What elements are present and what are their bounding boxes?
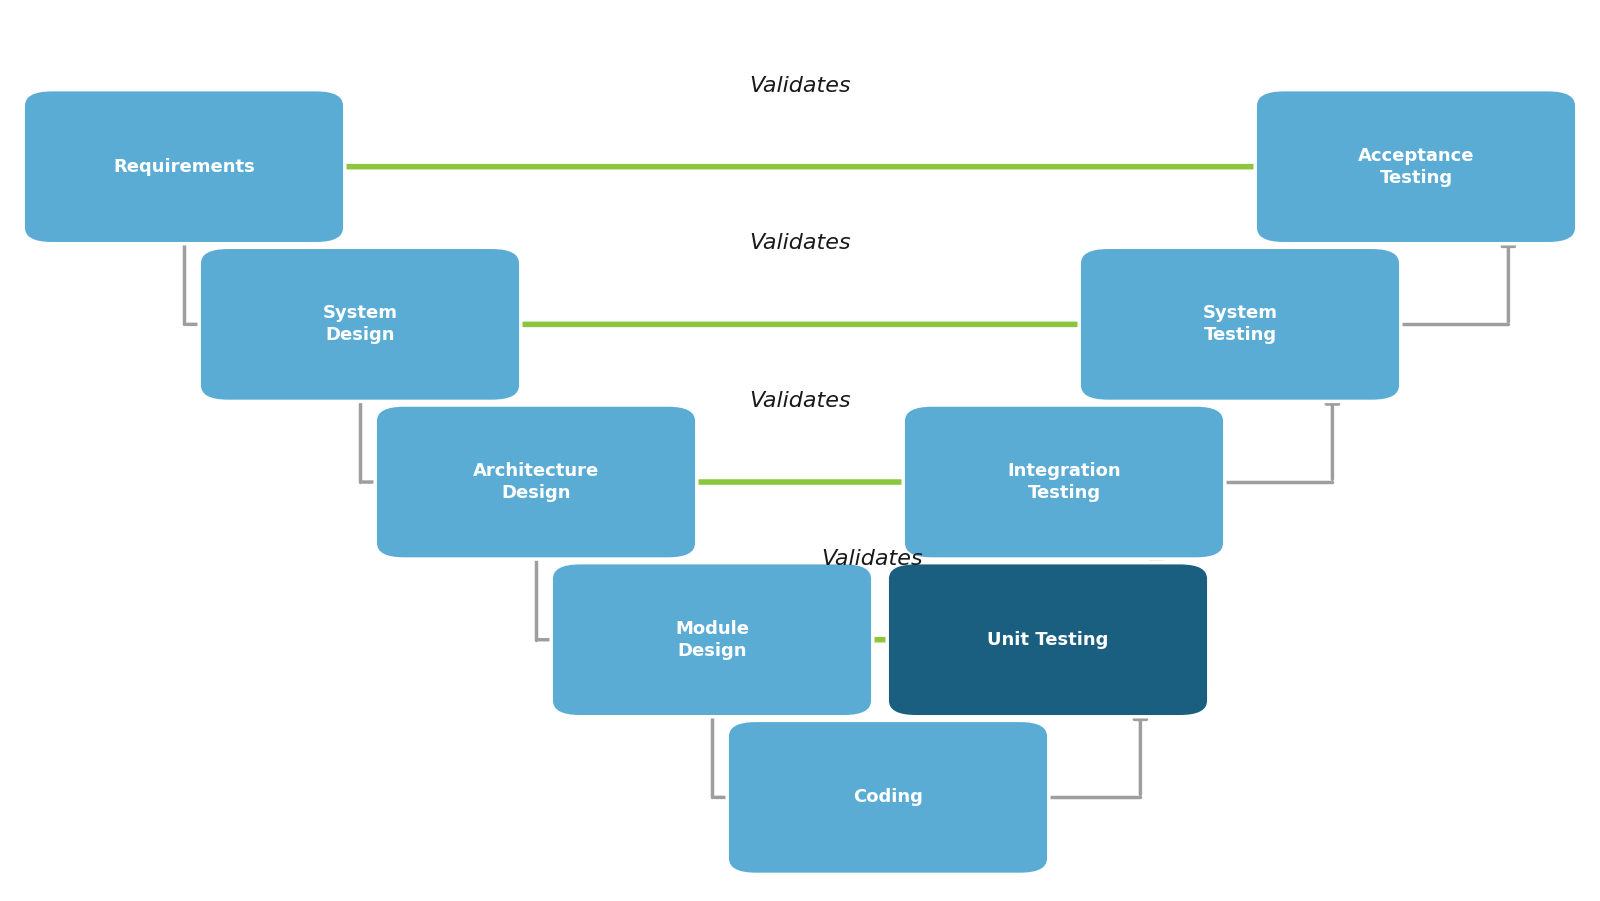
Text: Architecture
Design: Architecture Design xyxy=(474,462,598,502)
FancyBboxPatch shape xyxy=(550,562,874,717)
FancyBboxPatch shape xyxy=(200,247,522,402)
FancyBboxPatch shape xyxy=(726,721,1050,874)
Text: Validates: Validates xyxy=(749,233,851,253)
Text: Validates: Validates xyxy=(749,391,851,411)
Text: Acceptance
Testing: Acceptance Testing xyxy=(1358,147,1474,187)
Text: Integration
Testing: Integration Testing xyxy=(1006,462,1122,502)
FancyBboxPatch shape xyxy=(886,562,1210,717)
FancyBboxPatch shape xyxy=(1078,247,1402,402)
FancyBboxPatch shape xyxy=(1256,89,1578,243)
Text: System
Testing: System Testing xyxy=(1203,305,1277,344)
Text: Validates: Validates xyxy=(749,76,851,96)
FancyBboxPatch shape xyxy=(24,89,346,243)
FancyBboxPatch shape xyxy=(376,405,698,559)
Text: Validates: Validates xyxy=(821,549,923,569)
FancyBboxPatch shape xyxy=(902,405,1226,559)
Text: Coding: Coding xyxy=(853,788,923,806)
Text: System
Design: System Design xyxy=(323,305,397,344)
Text: Requirements: Requirements xyxy=(114,158,254,176)
Text: Module
Design: Module Design xyxy=(675,620,749,660)
Text: Unit Testing: Unit Testing xyxy=(987,631,1109,649)
